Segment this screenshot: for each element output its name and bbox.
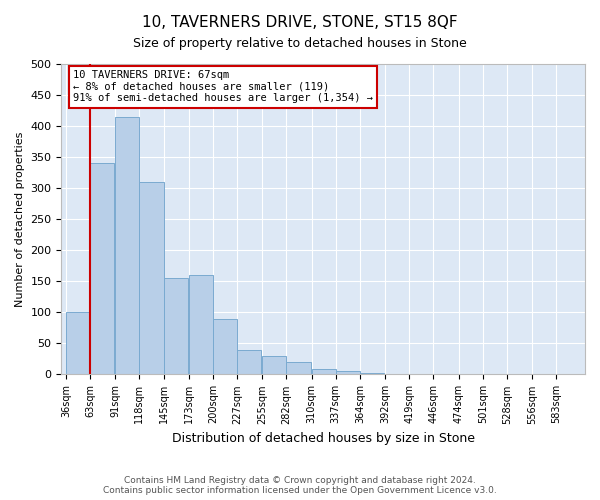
Bar — [286, 362, 311, 374]
Bar — [237, 350, 262, 374]
Bar — [164, 278, 188, 374]
Y-axis label: Number of detached properties: Number of detached properties — [15, 132, 25, 307]
Bar — [336, 372, 360, 374]
Text: 10, TAVERNERS DRIVE, STONE, ST15 8QF: 10, TAVERNERS DRIVE, STONE, ST15 8QF — [142, 15, 458, 30]
Bar — [90, 164, 115, 374]
Text: Size of property relative to detached houses in Stone: Size of property relative to detached ho… — [133, 38, 467, 51]
Bar — [189, 275, 213, 374]
Text: 10 TAVERNERS DRIVE: 67sqm
← 8% of detached houses are smaller (119)
91% of semi-: 10 TAVERNERS DRIVE: 67sqm ← 8% of detach… — [73, 70, 373, 103]
Bar — [311, 370, 336, 374]
Bar — [213, 318, 237, 374]
Text: Contains HM Land Registry data © Crown copyright and database right 2024.
Contai: Contains HM Land Registry data © Crown c… — [103, 476, 497, 495]
X-axis label: Distribution of detached houses by size in Stone: Distribution of detached houses by size … — [172, 432, 475, 445]
Bar — [360, 372, 384, 374]
Bar — [262, 356, 286, 374]
Bar — [115, 117, 139, 374]
Bar — [66, 312, 90, 374]
Bar — [139, 182, 164, 374]
